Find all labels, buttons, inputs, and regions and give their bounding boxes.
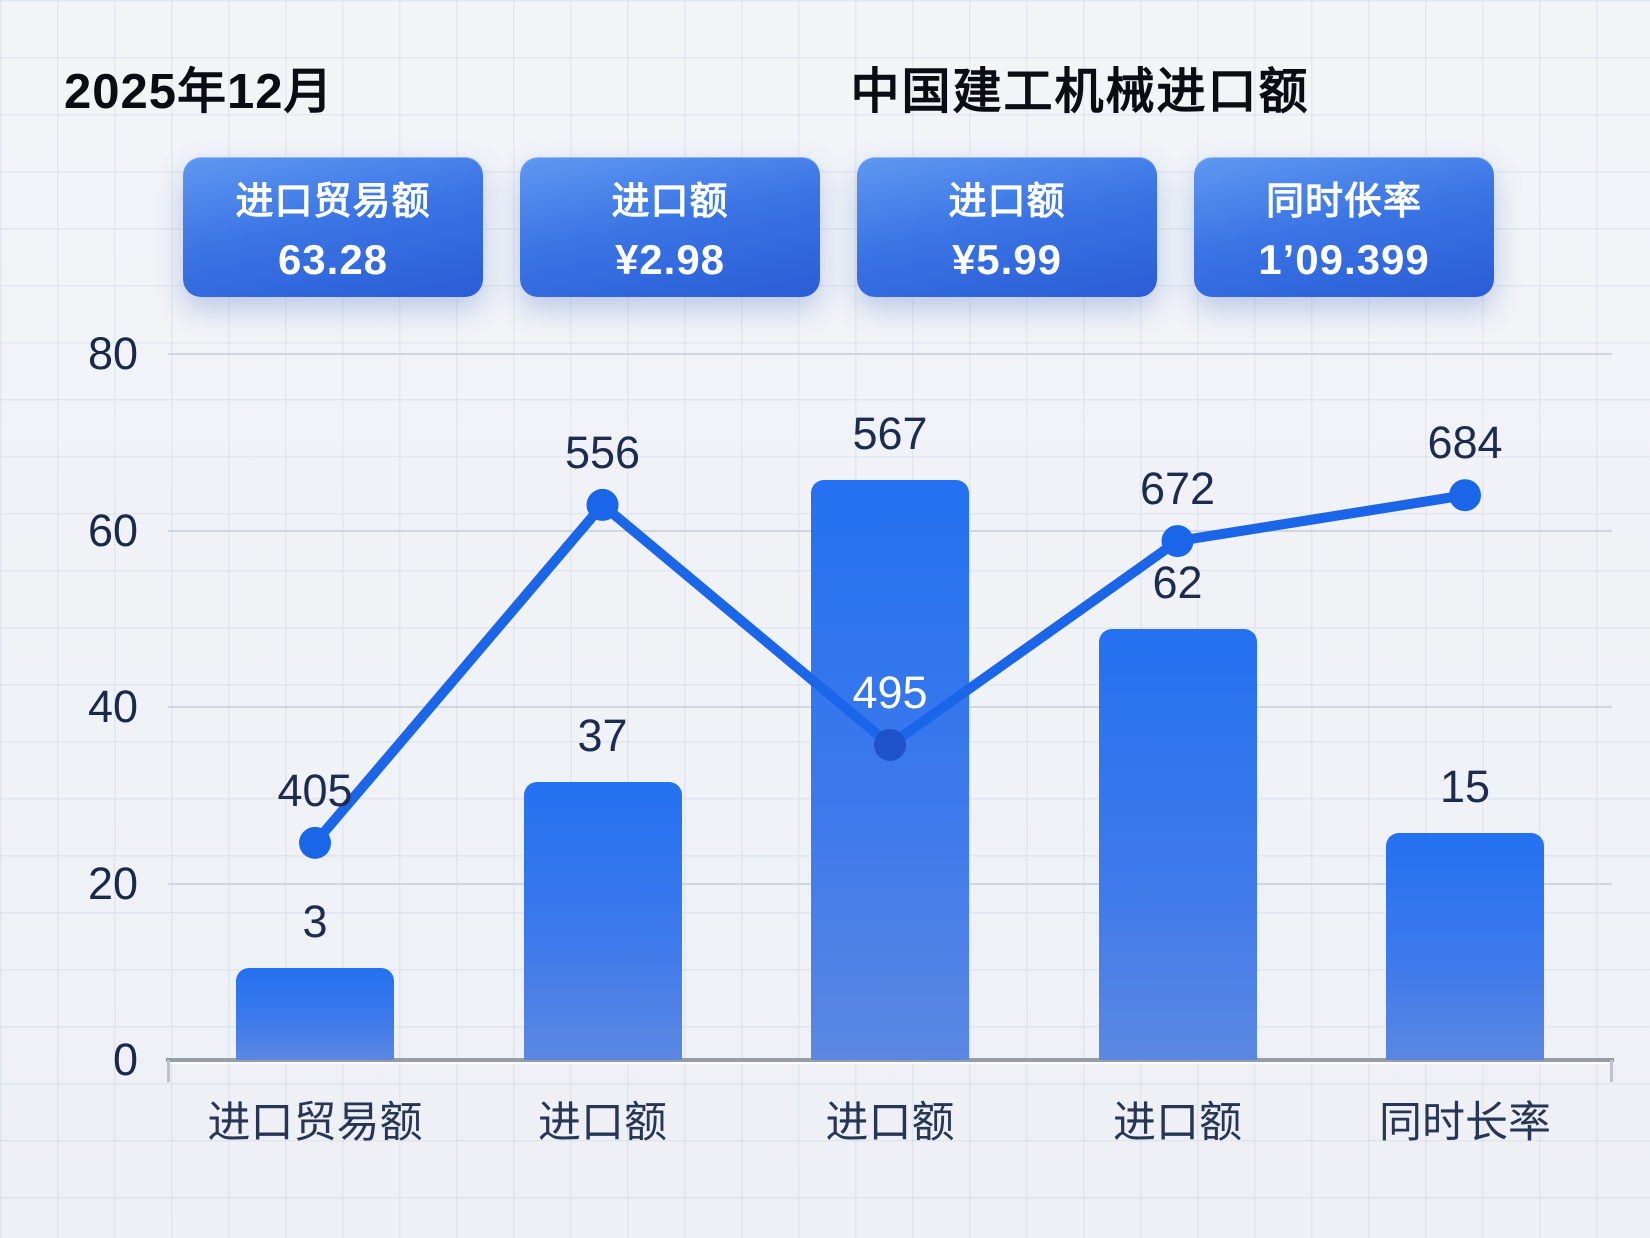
stat-card: 进口额 ¥2.98 (520, 157, 820, 297)
stat-card: 进口贸易额 63.28 (183, 157, 483, 297)
stat-card: 进口额 ¥5.99 (857, 157, 1157, 297)
y-axis-tick-label: 20 (87, 857, 138, 909)
stat-card-label: 进口额 (611, 181, 729, 223)
x-axis-label: 进口额 (825, 1099, 955, 1147)
bar-value-label: 15 (1439, 761, 1491, 813)
stat-card-value: 63.28 (277, 236, 389, 283)
x-axis-label: 进口额 (538, 1099, 667, 1147)
page-title: 中国建工机械进口额 (850, 65, 1310, 119)
stat-card-value: 1’09.399 (1258, 236, 1430, 283)
bar-value-label: 567 (852, 408, 928, 460)
point-value-label: 495 (852, 666, 928, 718)
bar (523, 782, 682, 1060)
stat-card-value: ¥2.98 (614, 236, 726, 283)
bar (811, 480, 969, 1060)
data-point-dot (586, 488, 619, 521)
stat-card-label: 进口贸易额 (235, 181, 431, 223)
x-axis-label: 进口额 (1113, 1099, 1242, 1147)
bar-value-label: 62 (1152, 557, 1203, 609)
y-axis-tick-label: 60 (87, 504, 138, 556)
point-value-label: 684 (1427, 417, 1503, 469)
page-date: 2025年12月 (64, 65, 334, 119)
y-axis-tick-label: 40 (87, 681, 138, 732)
x-axis-line (166, 1058, 1614, 1062)
x-axis-label: 同时长率 (1379, 1099, 1551, 1147)
point-value-label: 672 (1139, 463, 1216, 515)
stat-card-label: 进口额 (948, 181, 1066, 223)
bar (1098, 629, 1257, 1060)
bar (236, 968, 394, 1060)
x-axis-left-cap (167, 1060, 170, 1082)
gridline (168, 353, 1612, 355)
stat-card-label: 同时伥率 (1265, 181, 1422, 223)
stat-cards: 进口贸易额 63.28 进口额 ¥2.98 进口额 ¥5.99 同时伥率 1’0… (183, 157, 1494, 297)
bar (1386, 833, 1544, 1060)
stat-card-value: ¥5.99 (951, 236, 1063, 283)
stat-card: 同时伥率 1’09.399 (1194, 157, 1494, 297)
x-axis-right-cap (1610, 1060, 1613, 1082)
data-point-dot (1449, 479, 1481, 512)
y-axis-tick-label: 0 (112, 1034, 138, 1085)
point-value-label: 556 (564, 426, 641, 478)
bar-value-label: 37 (577, 710, 628, 761)
data-point-dot (299, 826, 331, 859)
x-axis-label: 进口贸易额 (207, 1099, 423, 1147)
bar-value-label: 3 (302, 896, 328, 948)
point-value-label: 405 (277, 764, 353, 816)
y-axis-tick-label: 80 (87, 328, 138, 379)
